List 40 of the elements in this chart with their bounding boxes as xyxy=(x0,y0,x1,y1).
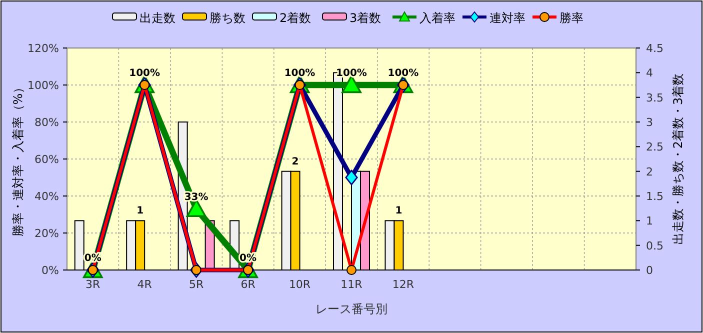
x-tick-label: 6R xyxy=(240,278,256,291)
x-tick-label: 11R xyxy=(340,278,363,291)
y2-tick-label: 1 xyxy=(646,214,653,228)
y2-tick-label: 0.5 xyxy=(646,239,664,252)
y-axis-title: 勝率・連対率・入着率（%） xyxy=(11,81,25,237)
data-label: 1 xyxy=(136,206,144,217)
data-label: 100% xyxy=(284,68,316,79)
data-label: 100% xyxy=(388,68,419,79)
y2-tick-label: 0 xyxy=(646,264,653,277)
legend-label: 勝ち数 xyxy=(210,11,246,25)
x-tick-label: 3R xyxy=(86,278,101,291)
y2-tick-label: 1.5 xyxy=(646,190,664,203)
y-tick-label: 120% xyxy=(28,42,59,55)
y2-tick-label: 4.5 xyxy=(646,42,664,55)
y2-tick-label: 2 xyxy=(646,165,653,178)
legend-label: 勝率 xyxy=(560,11,584,25)
legend-label: 3着数 xyxy=(350,11,382,25)
y-tick-label: 40% xyxy=(34,190,59,203)
y-tick-label: 20% xyxy=(34,227,59,240)
y2-axis-title: 出走数・勝ち数・2着数・3着数 xyxy=(671,73,685,245)
legend-label: 出走数 xyxy=(140,11,176,25)
x-tick-label: 4R xyxy=(137,278,152,291)
y-tick-label: 60% xyxy=(34,153,59,166)
legend-label: 入着率 xyxy=(420,11,456,25)
y-tick-label: 0% xyxy=(42,264,59,277)
x-tick-label: 10R xyxy=(288,278,311,291)
legend-label: 連対率 xyxy=(490,11,526,25)
data-label: 100% xyxy=(129,68,160,79)
data-label: 2 xyxy=(292,156,299,168)
x-axis-title: レース番号別 xyxy=(316,302,388,316)
y-tick-label: 80% xyxy=(34,116,59,129)
x-tick-label: 12R xyxy=(392,278,414,291)
y2-tick-label: 4 xyxy=(646,66,653,80)
x-tick-label: 5R xyxy=(188,278,204,291)
y2-tick-label: 3.5 xyxy=(646,91,664,104)
data-label: 1 xyxy=(395,206,402,217)
y-tick-label: 100% xyxy=(28,79,59,92)
legend-label: 2着数 xyxy=(280,11,312,25)
y2-tick-label: 3 xyxy=(646,116,653,129)
y2-tick-label: 2.5 xyxy=(646,140,664,154)
